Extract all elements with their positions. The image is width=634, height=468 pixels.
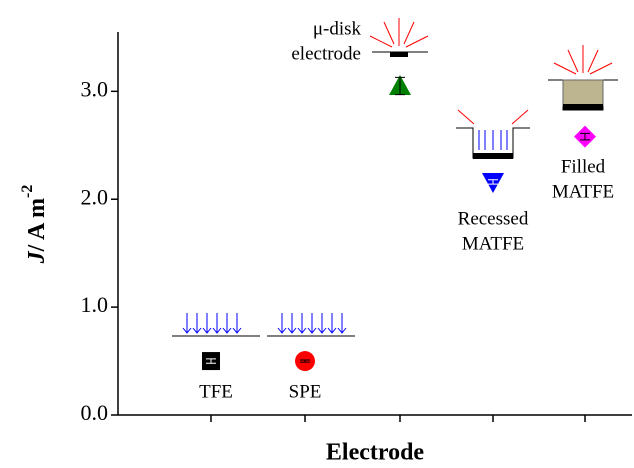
error-bar [206,358,216,364]
y-tick-label: 0.0 [81,400,109,425]
point-label: TFE [199,381,233,402]
point-label: MATFE [552,181,614,202]
y-axis-title-sup: -2 [19,185,36,198]
x-axis-title: Electrode [326,440,425,466]
icon [562,79,604,107]
icon [473,153,513,159]
icon [457,109,529,125]
error-bar [395,76,405,96]
icon [478,130,508,150]
error-bar [580,132,590,141]
point-label: MATFE [462,233,524,254]
y-tick-label: 2.0 [81,184,109,209]
point-label: Recessed [458,208,529,229]
icon [563,104,603,110]
icon [277,313,347,334]
error-bar [300,359,310,363]
y-axis-title-part: / A m [24,198,50,252]
y-axis-title-part: J [24,250,50,264]
error-bar [488,179,498,185]
y-tick-label: 3.0 [81,76,109,101]
electrode-icons [172,18,618,337]
point-label: SPE [289,381,322,402]
point-label: Filled [561,156,606,177]
icon [369,18,429,48]
icon [390,52,408,57]
icon [182,313,242,334]
y-axis-title: J/ A m-2 [19,185,50,265]
point-label: μ-disk [313,18,362,39]
icon [553,45,613,75]
y-tick-label: 1.0 [81,292,109,317]
point-label: electrode [291,43,361,64]
